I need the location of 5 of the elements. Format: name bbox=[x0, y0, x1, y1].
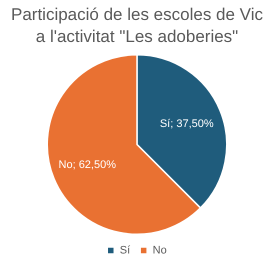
legend-label: No bbox=[152, 244, 167, 257]
chart-title: Participació de les escoles de Vic a l'activitat "Les adoberies" bbox=[10, 4, 264, 48]
data-label: No; 62,50% bbox=[58, 159, 116, 172]
data-label: Sí; 37,50% bbox=[160, 118, 214, 130]
legend-label: Sí bbox=[120, 244, 132, 257]
